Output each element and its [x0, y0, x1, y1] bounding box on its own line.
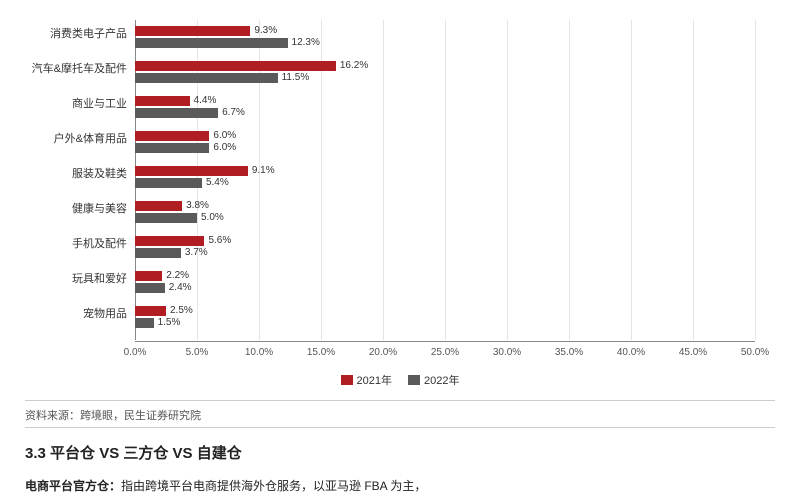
bar-value-label: 2.2% — [166, 271, 189, 281]
bar — [135, 38, 288, 48]
legend-label: 2021年 — [357, 372, 392, 388]
category-label: 户外&体育用品 — [22, 130, 127, 146]
x-tick-label: 25.0% — [431, 347, 459, 358]
bar — [135, 143, 209, 153]
legend-swatch — [341, 375, 353, 385]
chart-area: 9.3% 12.3% 16.2% 11.5% 4.4% 6.7% 6.0% 6.0% 9.1% 5… — [25, 15, 775, 370]
legend: 2021年 2022年 — [25, 372, 775, 388]
bar-value-label: 5.4% — [206, 178, 229, 188]
bar — [135, 166, 248, 176]
x-tick-label: 45.0% — [679, 347, 707, 358]
gridline — [569, 20, 570, 340]
x-tick-label: 20.0% — [369, 347, 397, 358]
bar — [135, 318, 154, 328]
x-tick-label: 15.0% — [307, 347, 335, 358]
bar-value-label: 2.4% — [169, 283, 192, 293]
bar-value-label: 2.5% — [170, 306, 193, 316]
category-label: 服装及鞋类 — [22, 165, 127, 181]
gridline — [693, 20, 694, 340]
bar-value-label: 9.3% — [254, 26, 277, 36]
x-tick-label: 50.0% — [741, 347, 769, 358]
bar-value-label: 4.4% — [194, 96, 217, 106]
x-tick-label: 40.0% — [617, 347, 645, 358]
bar-value-label: 6.0% — [213, 131, 236, 141]
source-line: 资料来源：跨境眼，民生证券研究院 — [25, 400, 775, 423]
bar — [135, 178, 202, 188]
source-text: 跨境眼，民生证券研究院 — [80, 410, 201, 422]
x-axis — [135, 341, 755, 342]
category-label: 宠物用品 — [22, 305, 127, 321]
category-label: 汽车&摩托车及配件 — [22, 60, 127, 76]
bar-value-label: 16.2% — [340, 61, 368, 71]
bar — [135, 271, 162, 281]
bar-value-label: 3.8% — [186, 201, 209, 211]
bar — [135, 306, 166, 316]
x-tick-label: 30.0% — [493, 347, 521, 358]
x-axis-ticks: 0.0%5.0%10.0%15.0%20.0%25.0%30.0%35.0%40… — [135, 345, 755, 360]
bar-value-label: 3.7% — [185, 248, 208, 258]
x-tick-label: 0.0% — [124, 347, 147, 358]
plot-region: 9.3% 12.3% 16.2% 11.5% 4.4% 6.7% 6.0% 6.0% 9.1% 5… — [135, 20, 755, 340]
source-prefix: 资料来源： — [25, 410, 80, 422]
paragraph-rest: 指由跨境平台电商提供海外仓服务，以亚马逊 FBA 为主， — [121, 479, 426, 493]
bar — [135, 108, 218, 118]
body-paragraph: 电商平台官方仓：指由跨境平台电商提供海外仓服务，以亚马逊 FBA 为主， — [25, 477, 775, 494]
bar-value-label: 6.0% — [213, 143, 236, 153]
gridline — [755, 20, 756, 340]
bar — [135, 283, 165, 293]
legend-label: 2022年 — [424, 372, 459, 388]
bar — [135, 248, 181, 258]
gridline — [507, 20, 508, 340]
paragraph-lead: 电商平台官方仓： — [25, 479, 121, 493]
bar-value-label: 11.5% — [282, 73, 310, 83]
bar — [135, 61, 336, 71]
divider — [25, 427, 775, 428]
legend-item: 2021年 — [341, 372, 392, 388]
bar — [135, 213, 197, 223]
bar-value-label: 1.5% — [158, 318, 181, 328]
bar — [135, 96, 190, 106]
bar — [135, 236, 204, 246]
bar-value-label: 12.3% — [292, 38, 320, 48]
bar-value-label: 9.1% — [252, 166, 275, 176]
section-number: 3.3 — [25, 445, 46, 462]
section-title: 3.3 平台仓 VS 三方仓 VS 自建仓 — [25, 442, 775, 463]
gridline — [445, 20, 446, 340]
bar — [135, 73, 278, 83]
bar — [135, 26, 250, 36]
bar-value-label: 5.0% — [201, 213, 224, 223]
legend-swatch — [408, 375, 420, 385]
x-tick-label: 10.0% — [245, 347, 273, 358]
bar — [135, 201, 182, 211]
category-label: 健康与美容 — [22, 200, 127, 216]
bar — [135, 131, 209, 141]
category-label: 消费类电子产品 — [22, 25, 127, 41]
category-label: 手机及配件 — [22, 235, 127, 251]
x-tick-label: 35.0% — [555, 347, 583, 358]
section-heading: 平台仓 VS 三方仓 VS 自建仓 — [50, 445, 242, 462]
legend-item: 2022年 — [408, 372, 459, 388]
category-label: 玩具和爱好 — [22, 270, 127, 286]
bar-value-label: 5.6% — [208, 236, 231, 246]
gridline — [631, 20, 632, 340]
bar-value-label: 6.7% — [222, 108, 245, 118]
gridline — [383, 20, 384, 340]
x-tick-label: 5.0% — [186, 347, 209, 358]
category-label: 商业与工业 — [22, 95, 127, 111]
